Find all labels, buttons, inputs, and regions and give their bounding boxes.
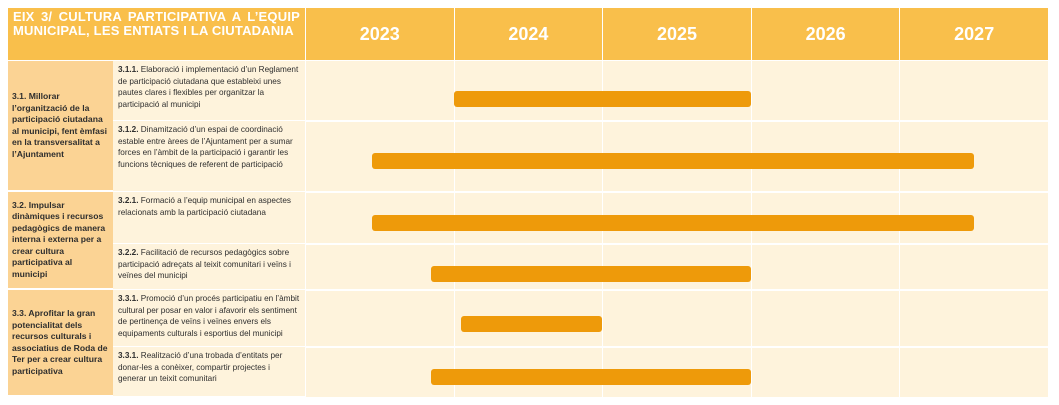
objective-cell: 3.3. Aprofitar la gran potencialitat del… — [8, 290, 113, 395]
grid-line-vertical — [602, 8, 604, 397]
action-cell: 3.1.1. Elaboració i implementació d’un R… — [113, 61, 305, 120]
objective-label: 3.2. Impulsar dinàmiques i recursos peda… — [12, 199, 106, 279]
objective-cell: 3.1. Millorar l’organització de la parti… — [8, 61, 113, 190]
action-text: Realització d’una trobada d’entitats per… — [118, 351, 283, 384]
gantt-bar — [431, 266, 751, 282]
action-code: 3.3.1. — [118, 294, 139, 303]
action-code: 3.1.1. — [118, 65, 139, 74]
action-cell: 3.2.1. Formació a l’equip municipal en a… — [113, 192, 305, 243]
grid-line-vertical — [750, 8, 752, 397]
grid-line-vertical — [1048, 8, 1049, 397]
gantt-bar — [371, 153, 974, 169]
gantt-bar — [371, 215, 974, 231]
year-header: 2027 — [900, 8, 1048, 60]
grid-line-horizontal — [113, 346, 1048, 348]
gantt-bar — [461, 316, 603, 332]
action-text: Promoció d’un procés participatiu en l’à… — [118, 294, 300, 338]
chart-title: EIX 3/ CULTURA PARTICIPATIVA A L’EQUIP M… — [8, 8, 305, 60]
gantt-bar — [431, 369, 751, 385]
action-text: Elaboració i implementació d’un Reglamen… — [118, 65, 299, 109]
action-cell: 3.1.2. Dinamització d’un espai de coordi… — [113, 121, 305, 191]
grid-line-vertical — [899, 8, 901, 397]
action-text: Facilitació de recursos pedagògics sobre… — [118, 248, 291, 281]
action-code: 3.2.1. — [118, 196, 139, 205]
action-cell: 3.3.1. Realització d’una trobada d’entit… — [113, 347, 305, 396]
action-code: 3.3.1. — [118, 351, 139, 360]
year-header: 2023 — [306, 8, 454, 60]
action-cell: 3.3.1. Promoció d’un procés participatiu… — [113, 290, 305, 346]
action-code: 3.1.2. — [118, 125, 139, 134]
action-cell: 3.2.2. Facilitació de recursos pedagògic… — [113, 244, 305, 289]
year-header: 2024 — [454, 8, 603, 60]
grid-line-horizontal — [113, 243, 1048, 245]
gantt-bar — [453, 91, 751, 107]
grid-line-vertical — [305, 8, 306, 397]
action-text: Formació a l’equip municipal en aspectes… — [118, 196, 291, 217]
grid-line-vertical — [453, 8, 455, 397]
grid-line-horizontal — [113, 191, 1048, 193]
year-header: 2025 — [603, 8, 751, 60]
action-code: 3.2.2. — [118, 248, 139, 257]
action-text: Dinamització d’un espai de coordinació e… — [118, 125, 293, 169]
objective-label: 3.3. Aprofitar la gran potencialitat del… — [12, 308, 108, 376]
grid-line-horizontal — [113, 289, 1048, 291]
objective-cell: 3.2. Impulsar dinàmiques i recursos peda… — [8, 192, 113, 288]
objective-label: 3.1. Millorar l’organització de la parti… — [12, 91, 108, 159]
year-header: 2026 — [751, 8, 900, 60]
grid-line-horizontal — [113, 120, 1048, 122]
